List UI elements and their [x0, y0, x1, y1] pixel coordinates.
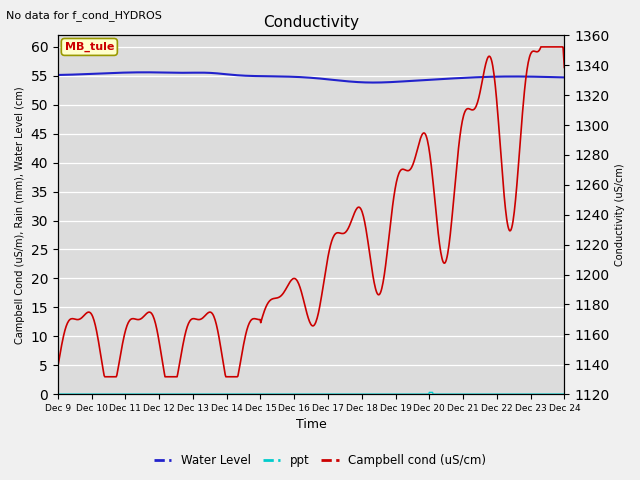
- Y-axis label: Conductivity (uS/cm): Conductivity (uS/cm): [615, 163, 625, 266]
- Y-axis label: Campbell Cond (uS/m), Rain (mm), Water Level (cm): Campbell Cond (uS/m), Rain (mm), Water L…: [15, 86, 25, 344]
- Text: No data for f_cond_HYDROS: No data for f_cond_HYDROS: [6, 10, 163, 21]
- X-axis label: Time: Time: [296, 419, 326, 432]
- Title: Conductivity: Conductivity: [263, 15, 359, 30]
- Legend: Water Level, ppt, Campbell cond (uS/cm): Water Level, ppt, Campbell cond (uS/cm): [149, 449, 491, 472]
- Text: MB_tule: MB_tule: [65, 42, 114, 52]
